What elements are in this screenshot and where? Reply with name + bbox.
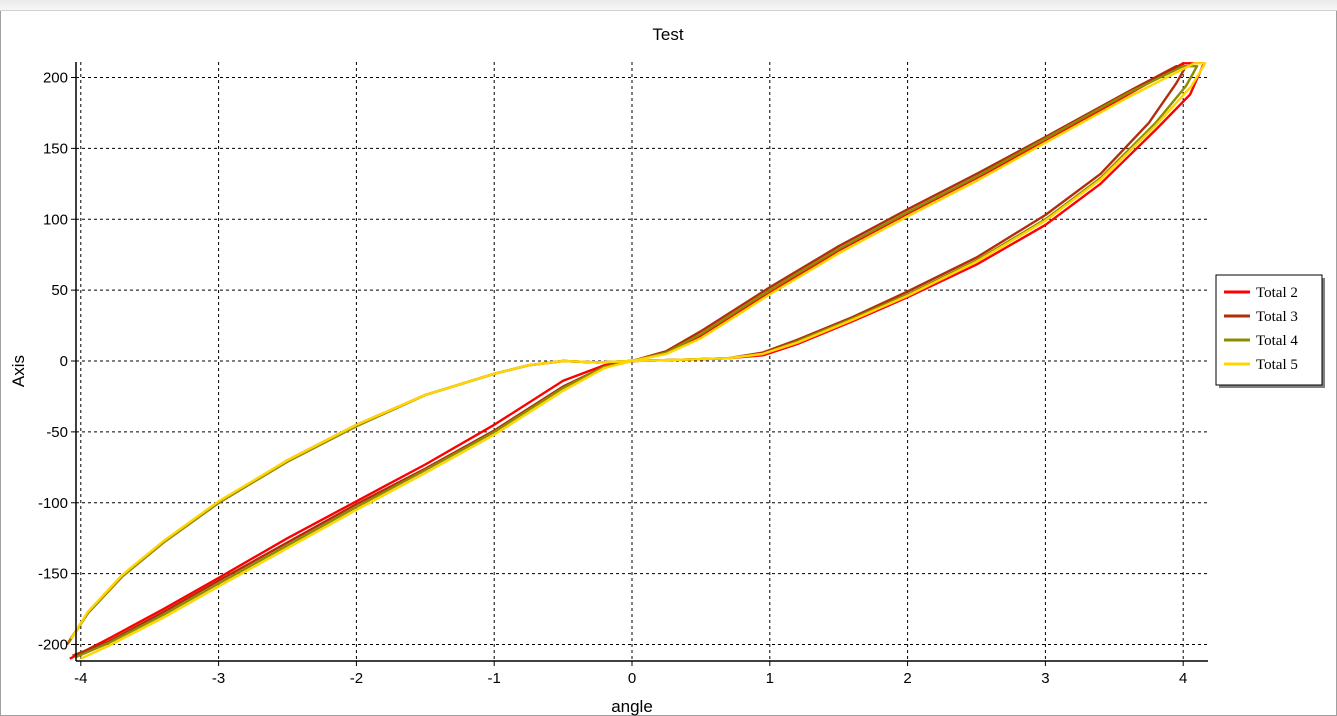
- legend-label: Total 5: [1256, 357, 1298, 373]
- series-line: [70, 62, 1207, 660]
- y-tick-label: 150: [43, 140, 68, 157]
- window-top-edge: [0, 0, 1337, 11]
- axes: -4 -3 -2 -1 0 1 2 3 4 200 150 100 50 0 -50 -100 -150 -200: [38, 62, 1208, 687]
- x-tick-label: -1: [488, 670, 501, 687]
- y-tick-label: -200: [38, 637, 68, 654]
- x-tick-label: -3: [212, 670, 225, 687]
- y-tick-label: -50: [46, 424, 68, 441]
- x-tick-label: -4: [74, 670, 87, 687]
- y-tick-label: 50: [51, 282, 68, 299]
- y-tick-label: 100: [43, 211, 68, 228]
- y-tick-label: 0: [60, 353, 68, 370]
- x-tick-label: 0: [628, 670, 636, 687]
- legend: Total 2 Total 3 Total 4 Total 5: [1215, 274, 1325, 388]
- legend-label: Total 2: [1256, 285, 1298, 301]
- series-group: [66, 62, 1207, 660]
- legend-label: Total 3: [1256, 309, 1298, 325]
- x-tick-label: 3: [1041, 670, 1049, 687]
- legend-label: Total 4: [1256, 333, 1298, 349]
- x-tick-label: 2: [903, 670, 911, 687]
- y-tick-label: 200: [43, 70, 68, 87]
- x-axis-label: angle: [611, 697, 653, 716]
- y-tick-label: -150: [38, 566, 68, 583]
- y-tick-label: -100: [38, 495, 68, 512]
- y-axis-label: Axis: [9, 355, 28, 387]
- chart-title: Test: [652, 25, 683, 44]
- x-tick-label: 4: [1179, 670, 1187, 687]
- x-tick-label: 1: [766, 670, 774, 687]
- x-tick-label: -2: [350, 670, 363, 687]
